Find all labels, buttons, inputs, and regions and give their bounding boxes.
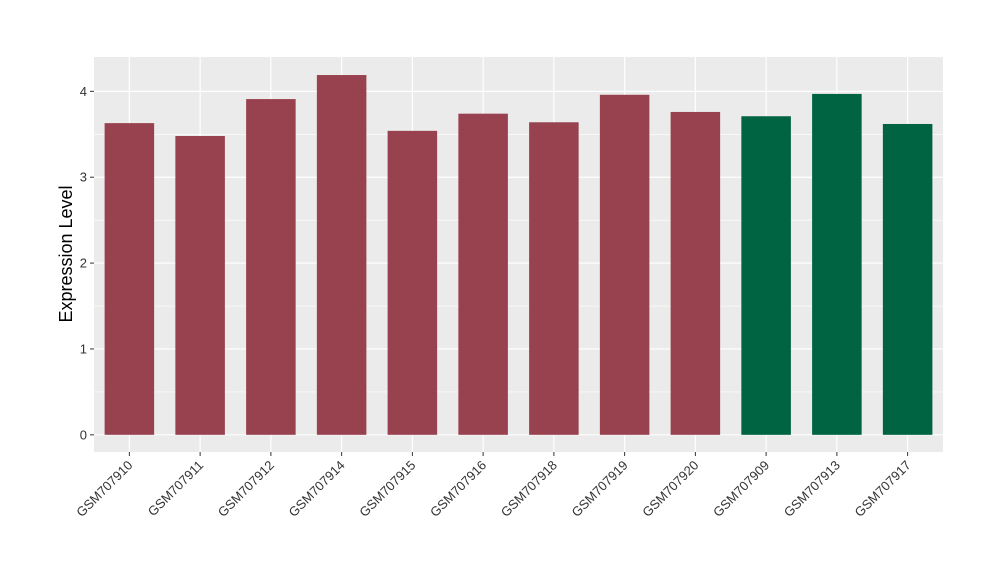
x-tick-label: GSM707909 (710, 458, 772, 520)
x-tick-label: GSM707915 (356, 458, 418, 520)
y-tick-label: 3 (80, 170, 87, 185)
x-tick-label: GSM707910 (73, 458, 135, 520)
bar-GSM707911 (175, 136, 225, 435)
x-tick-label: GSM707917 (852, 458, 914, 520)
y-tick-label: 4 (80, 84, 87, 99)
x-tick-label: GSM707912 (215, 458, 277, 520)
bar-GSM707916 (458, 113, 508, 435)
y-tick-label: 2 (80, 256, 87, 271)
x-tick-label: GSM707913 (781, 458, 843, 520)
bar-GSM707919 (599, 94, 650, 435)
bar-GSM707912 (246, 99, 296, 435)
bar-GSM707910 (104, 123, 155, 435)
bar-GSM707918 (529, 122, 579, 435)
bar-GSM707920 (670, 111, 721, 435)
x-tick-label: GSM707916 (427, 458, 489, 520)
x-axis: GSM707910 GSM707911 GSM707912 GSM707914 GSM7… (73, 452, 914, 520)
y-tick-label: 1 (80, 341, 87, 356)
y-axis-title: Expression Level (56, 185, 76, 322)
x-tick-label: GSM707919 (569, 458, 631, 520)
bar-GSM707909 (741, 116, 791, 435)
bar-GSM707917 (882, 123, 933, 435)
bar-GSM707914 (316, 75, 367, 435)
x-tick-label: GSM707911 (145, 458, 207, 520)
bar-GSM707915 (387, 130, 438, 435)
bar-GSM707913 (812, 93, 862, 435)
y-tick-label: 0 (80, 427, 87, 442)
x-tick-label: GSM707918 (498, 458, 560, 520)
panel-background (94, 57, 943, 452)
x-tick-label: GSM707920 (639, 458, 701, 520)
bars (104, 75, 933, 435)
y-axis: 0 1 2 3 4 (80, 84, 94, 442)
x-tick-label: GSM707914 (286, 458, 348, 520)
